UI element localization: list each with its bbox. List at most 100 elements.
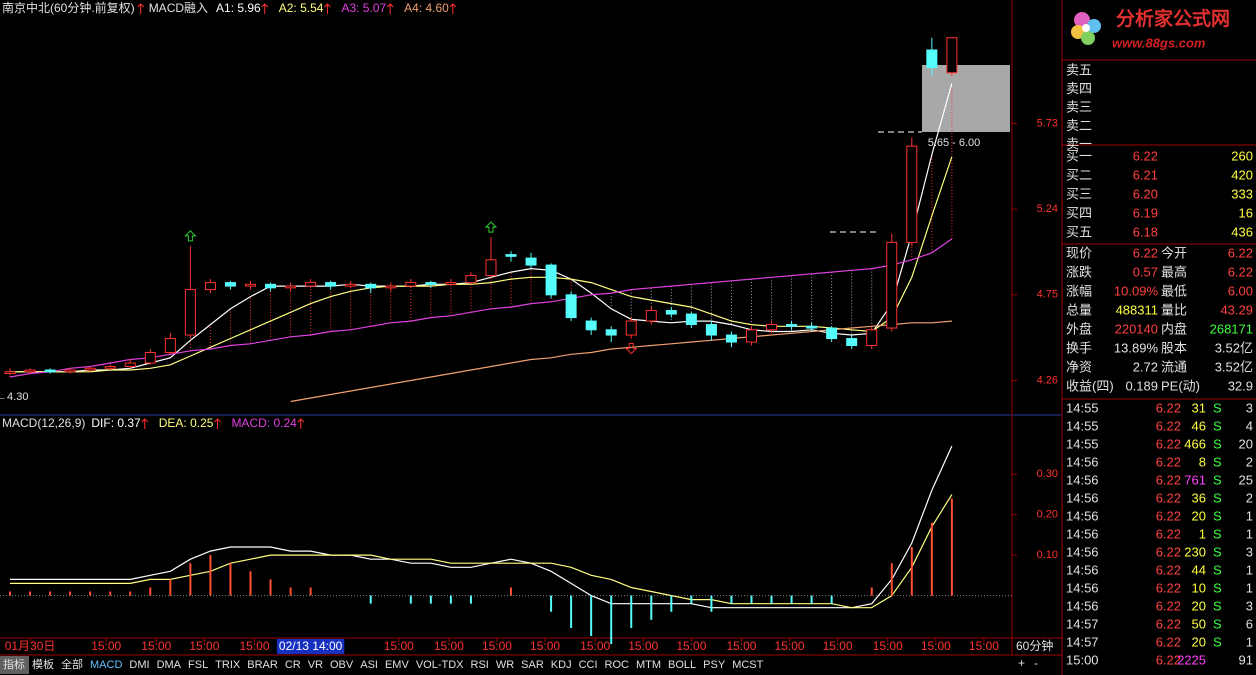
y-tick-label: 4.75 <box>1037 289 1058 301</box>
candle-body <box>365 283 377 289</box>
candle-body <box>605 329 617 336</box>
quote-value: 0.57 <box>1133 264 1158 279</box>
tick-volume: 8 <box>1199 454 1206 469</box>
candle-body <box>786 324 798 327</box>
quote-value: 3.52亿 <box>1215 359 1253 374</box>
indicator-tab[interactable]: DMI <box>129 659 149 671</box>
tick-time: 14:56 <box>1066 490 1099 505</box>
ask-label: 卖四 <box>1066 81 1092 96</box>
tick-price: 6.22 <box>1156 598 1181 613</box>
legend-entry: A4: 4.60 <box>404 1 449 15</box>
tick-side: S <box>1213 634 1222 649</box>
quote-label: 总量 <box>1066 302 1092 317</box>
indicator-tab[interactable]: RSI <box>471 659 489 671</box>
tick-volume: 1 <box>1199 526 1206 541</box>
tick-time: 14:56 <box>1066 580 1099 595</box>
tick-time: 15:00 <box>1066 652 1099 667</box>
x-tick-highlight <box>276 639 345 654</box>
quote-value: 0.189 <box>1125 378 1158 393</box>
indicator-tab[interactable]: SAR <box>521 659 544 671</box>
candle-body <box>405 282 417 287</box>
quote-label: 最低 <box>1161 283 1187 298</box>
tick-price: 6.22 <box>1156 436 1181 451</box>
indicator-tab[interactable]: CCI <box>579 659 598 671</box>
indicator-tab[interactable]: CR <box>285 659 301 671</box>
indicator-tab[interactable]: TRIX <box>215 659 241 671</box>
indicator-tab[interactable]: 模板 <box>32 657 54 671</box>
candle-body <box>144 352 156 364</box>
tick-volume: 50 <box>1192 616 1206 631</box>
signal-arrow <box>184 230 197 242</box>
indicator-tab[interactable]: PSY <box>703 659 726 671</box>
candle-body <box>705 324 717 336</box>
quote-value: 220140 <box>1115 321 1158 336</box>
candle-body <box>104 366 116 369</box>
quote-value: 43.29 <box>1220 302 1253 317</box>
indicator-tab[interactable]: DMA <box>157 659 182 671</box>
series-line <box>10 494 953 609</box>
bid-volume: 260 <box>1231 148 1253 163</box>
arrow-icon <box>214 418 221 429</box>
tick-side: S <box>1213 490 1222 505</box>
series-line <box>9 238 953 378</box>
tick-count: 2 <box>1246 454 1253 469</box>
indicator-tab[interactable]: MCST <box>732 659 763 671</box>
indicator-tab[interactable]: MTM <box>636 659 661 671</box>
candle-body <box>545 264 557 296</box>
zoom-control[interactable]: + <box>1018 656 1025 670</box>
indicator-tab[interactable]: OBV <box>330 659 354 671</box>
indicator-name: MACD融入 <box>149 1 208 15</box>
zoom-control[interactable]: - <box>1034 656 1038 670</box>
chart-title: 南京中北(60分钟.前复权) <box>2 0 135 15</box>
tick-side: S <box>1213 544 1222 559</box>
bid-label: 买五 <box>1066 224 1092 239</box>
candle-body <box>24 369 36 373</box>
chart-title: MACD(12,26,9) <box>2 416 85 430</box>
tick-count: 1 <box>1246 580 1253 595</box>
logo-icon <box>1071 12 1101 45</box>
tick-time: 14:55 <box>1066 436 1099 451</box>
tick-side: S <box>1213 616 1222 631</box>
candle-body <box>425 282 437 285</box>
tick-side: S <box>1213 454 1222 469</box>
indicator-tab[interactable]: VR <box>308 659 323 671</box>
tick-count: 25 <box>1239 472 1253 487</box>
x-tick-label: 15:00 <box>530 639 560 653</box>
indicator-tab[interactable]: 全部 <box>61 657 83 671</box>
indicator-tab[interactable]: BRAR <box>247 659 278 671</box>
tick-side: S <box>1213 418 1222 433</box>
candle-body <box>826 327 838 340</box>
quote-label: 最高 <box>1161 264 1187 279</box>
x-tick-label: 15:00 <box>628 639 658 653</box>
tick-time: 14:56 <box>1066 544 1099 559</box>
tick-count: 3 <box>1246 598 1253 613</box>
x-tick-label: 02/13 14:00 <box>279 639 343 653</box>
x-tick-label: 15:00 <box>726 639 756 653</box>
quote-value: 10.09% <box>1114 283 1159 298</box>
tick-side: S <box>1213 508 1222 523</box>
indicator-tab[interactable]: ASI <box>360 659 378 671</box>
indicator-tab[interactable]: FSL <box>188 659 208 671</box>
quote-label: 外盘 <box>1066 321 1092 336</box>
candle-body <box>345 283 357 287</box>
indicator-tab[interactable]: EMV <box>385 659 410 671</box>
x-tick-label: 15:00 <box>969 639 999 653</box>
indicator-tab[interactable]: BOLL <box>668 659 696 671</box>
signal-arrow <box>625 343 638 355</box>
indicator-tab[interactable]: ROC <box>605 659 630 671</box>
indicator-tab[interactable]: WR <box>496 659 514 671</box>
arrow-icon <box>386 3 394 14</box>
y-tick-label: 0.10 <box>1037 549 1058 561</box>
candle-body <box>886 241 898 329</box>
active-tab-bg <box>0 656 29 674</box>
indicator-tab[interactable]: MACD <box>90 659 122 671</box>
quote-value: 6.22 <box>1228 264 1253 279</box>
indicator-tab[interactable]: KDJ <box>551 659 572 671</box>
legend-entry: A3: 5.07 <box>341 1 386 15</box>
tick-count: 4 <box>1246 418 1253 433</box>
indicator-tab[interactable]: VOL-TDX <box>416 659 464 671</box>
tick-count: 1 <box>1246 634 1253 649</box>
indicator-tab[interactable]: 指标 <box>3 657 25 671</box>
